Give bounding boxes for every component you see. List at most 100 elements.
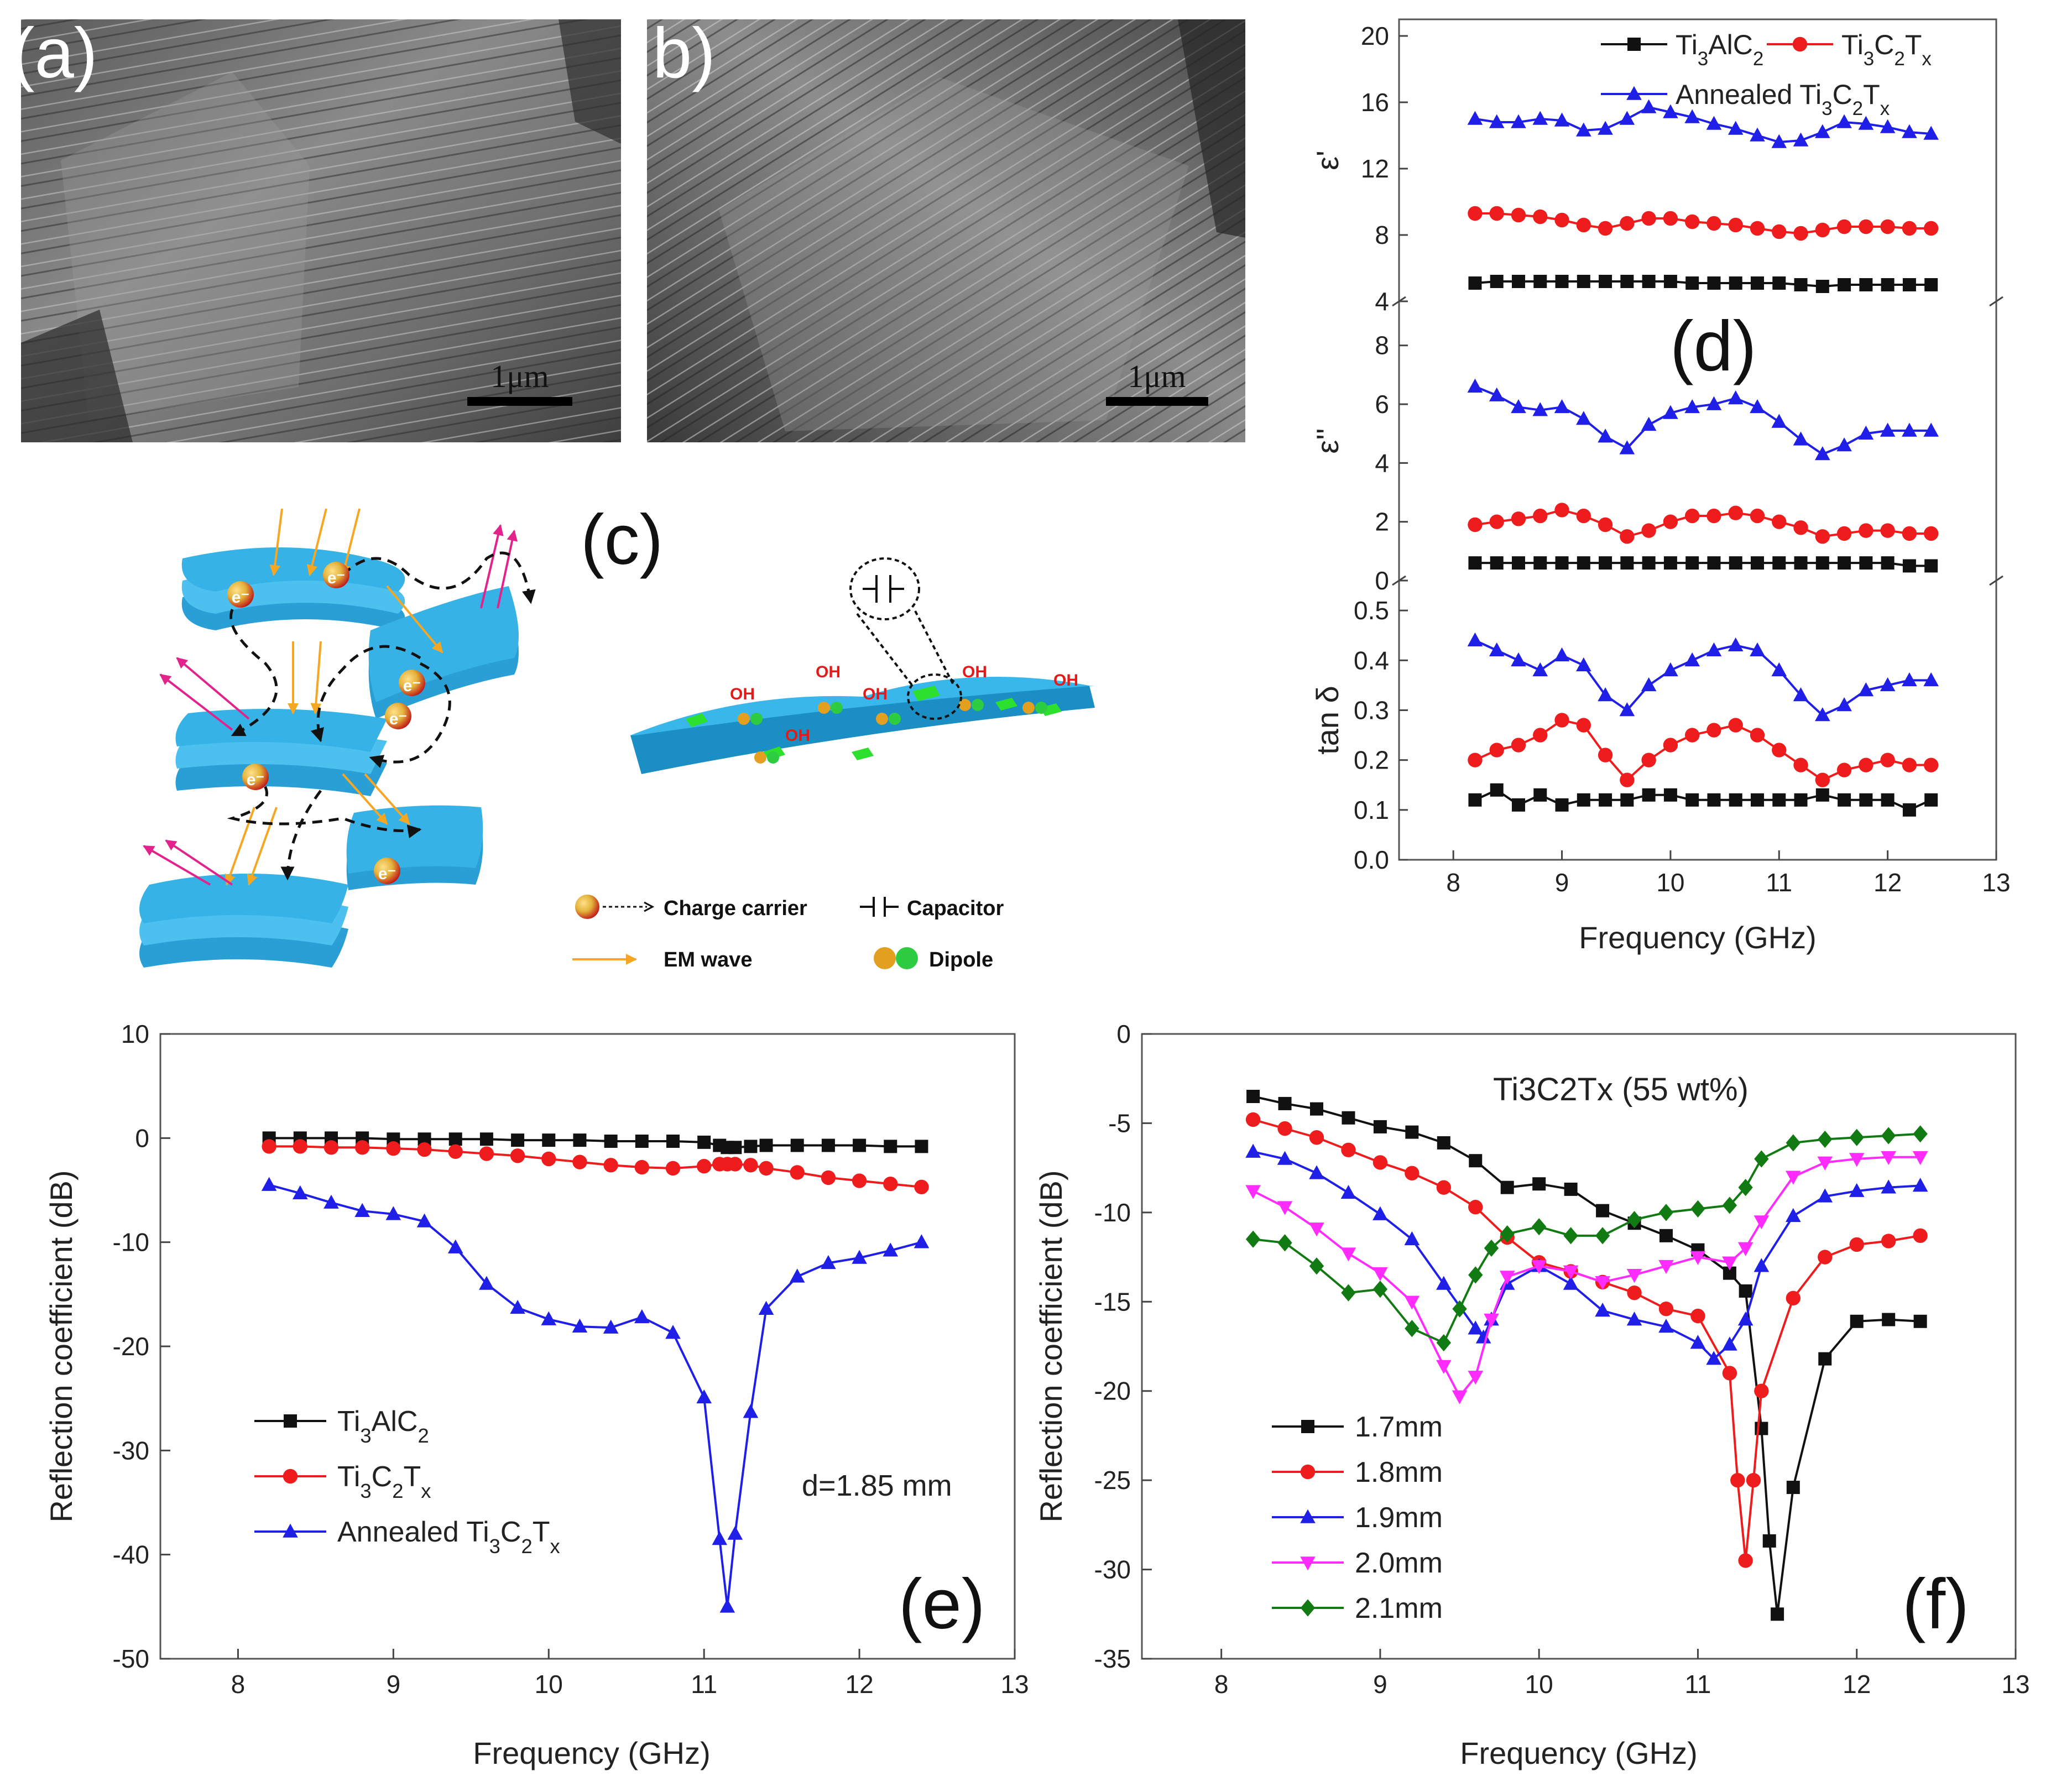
x-tick-label: 12 <box>1873 868 1902 897</box>
chart-e-frame <box>159 1033 1016 1660</box>
svg-text:e⁻: e⁻ <box>403 677 421 695</box>
data-point <box>1722 1366 1737 1381</box>
data-point <box>1751 276 1764 290</box>
data-point <box>1511 399 1526 414</box>
data-point <box>1511 652 1526 667</box>
legend-charge-carrier: Charge carrier <box>664 897 807 920</box>
chart-d-legend: Ti3AlC2 Ti3C2Tx Annealed Ti3C2Tx <box>1601 29 1932 119</box>
y-tick-label: 0.4 <box>1354 646 1389 675</box>
data-point <box>743 1158 758 1173</box>
data-point <box>1706 642 1722 657</box>
data-point <box>1467 378 1483 393</box>
data-point <box>728 1141 742 1154</box>
data-point <box>1836 526 1852 541</box>
data-point <box>1754 1150 1769 1168</box>
data-point <box>1794 278 1808 291</box>
x-tick-label: 8 <box>1214 1670 1229 1699</box>
x-tick-label: 9 <box>1555 868 1569 897</box>
data-point <box>1793 226 1808 241</box>
data-point <box>1750 399 1765 414</box>
data-point <box>1880 219 1895 234</box>
data-point <box>1881 1234 1896 1248</box>
data-point <box>1340 1247 1356 1262</box>
data-point <box>1620 772 1635 787</box>
data-point <box>417 1142 432 1157</box>
data-point <box>728 1157 743 1172</box>
data-point <box>1564 1182 1578 1196</box>
data-point <box>1880 677 1896 692</box>
sem-flake-b <box>719 77 1189 431</box>
chart-f-frame <box>1141 1033 2017 1660</box>
data-point <box>1577 793 1590 807</box>
data-point <box>1277 1151 1293 1165</box>
y-tick-label: 8 <box>1375 331 1389 360</box>
data-point <box>1706 723 1721 738</box>
data-point <box>1341 1142 1356 1158</box>
data-point <box>1836 114 1852 128</box>
data-point <box>1532 111 1548 125</box>
data-point <box>1576 411 1591 425</box>
data-point <box>1684 508 1700 524</box>
data-point <box>1659 1229 1673 1242</box>
data-point <box>416 1213 432 1227</box>
data-point <box>1737 1312 1753 1326</box>
data-point <box>354 1203 370 1217</box>
series-line <box>1475 212 1932 235</box>
data-point <box>1923 422 1939 437</box>
data-point <box>1596 1204 1610 1218</box>
data-point <box>719 1598 735 1613</box>
data-point <box>1815 772 1830 787</box>
legend-label: Ti3C2Tx <box>337 1461 431 1502</box>
data-point <box>1405 1320 1419 1338</box>
data-point <box>1818 1250 1833 1265</box>
data-point <box>1772 743 1787 757</box>
data-point <box>821 1255 836 1269</box>
axis-break <box>1392 575 1406 586</box>
svg-text:e⁻: e⁻ <box>232 588 250 607</box>
data-point <box>1858 425 1874 440</box>
data-point <box>1923 526 1939 541</box>
data-point <box>1902 526 1917 541</box>
x-tick-label: 11 <box>691 1670 717 1699</box>
data-point <box>1690 1200 1705 1218</box>
data-point <box>603 1158 618 1173</box>
data-point <box>1598 687 1613 702</box>
data-point <box>1475 1329 1491 1344</box>
data-point <box>1641 99 1657 113</box>
data-point <box>1859 219 1873 234</box>
legend-label: Ti3C2Tx <box>1841 29 1932 70</box>
data-point <box>821 1138 835 1152</box>
data-point <box>1815 707 1830 722</box>
data-point <box>1598 748 1613 762</box>
data-point <box>665 1325 681 1339</box>
chart-f-content-legend: 1.7mm 1.8mm 1.9mm 2.0mm 2.1mm <box>1272 1411 1443 1624</box>
svg-text:OH: OH <box>962 663 987 681</box>
data-point <box>759 1161 774 1176</box>
data-point <box>1737 1242 1753 1256</box>
data-point <box>479 1146 494 1161</box>
data-point <box>1817 1188 1833 1203</box>
data-point <box>1663 275 1677 288</box>
data-point <box>914 1234 930 1248</box>
data-point <box>1836 697 1852 712</box>
data-point <box>1489 514 1504 529</box>
data-point <box>1489 387 1505 401</box>
data-point <box>1576 122 1591 137</box>
data-point <box>666 1134 680 1148</box>
data-point <box>1772 224 1787 239</box>
data-point <box>1728 718 1743 733</box>
data-point <box>1923 757 1939 772</box>
chart-d-subplot-0: 4 8 12 16 20 ε' <box>1310 22 2003 316</box>
series-line <box>1475 509 1932 538</box>
data-point <box>1902 278 1916 291</box>
data-point <box>1468 276 1482 290</box>
x-tick-label: 10 <box>1525 1670 1553 1699</box>
data-point <box>1690 1251 1706 1265</box>
data-point <box>1467 632 1483 647</box>
data-point <box>354 1140 370 1155</box>
svg-text:e⁻: e⁻ <box>247 771 265 789</box>
chart-d-xlabel: Frequency (GHz) <box>1579 920 1816 955</box>
data-point <box>1511 738 1526 753</box>
data-point <box>1577 556 1590 570</box>
y-tick-label: -20 <box>1094 1377 1131 1406</box>
